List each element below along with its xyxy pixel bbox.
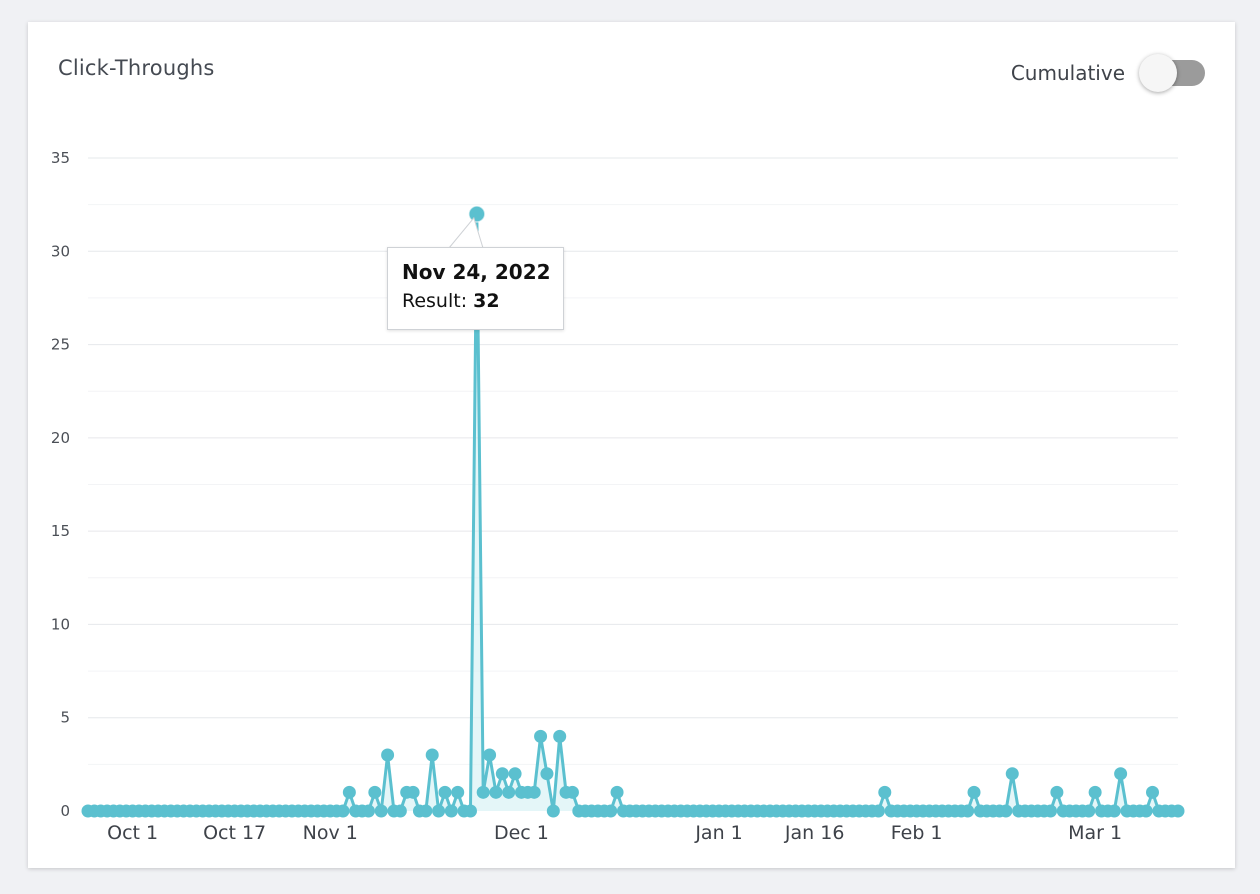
data-point — [361, 804, 375, 818]
y-tick-label: 25 — [51, 336, 70, 354]
line-chart: 0 5 10 15 20 25 30 35 Oct 1 Oct 17 Nov 1 Dec 1 Jan 1… — [51, 149, 1185, 844]
x-tick-label: Jan 16 — [784, 822, 845, 844]
data-point — [483, 748, 497, 762]
data-point — [425, 748, 439, 762]
tooltip-result-label: Result: — [402, 290, 468, 312]
data-point — [534, 729, 548, 743]
toggle-knob[interactable] — [1139, 54, 1177, 92]
data-point — [508, 767, 522, 781]
data-point — [342, 785, 356, 799]
y-tick-label: 10 — [51, 615, 70, 633]
data-point — [489, 785, 503, 799]
chart-title: Click-Throughs — [58, 56, 215, 80]
data-point — [444, 804, 458, 818]
data-point — [604, 804, 618, 818]
data-point — [381, 748, 395, 762]
data-point — [999, 804, 1013, 818]
data-point — [546, 804, 560, 818]
y-tick-label: 20 — [51, 429, 70, 447]
x-tick-label: Jan 1 — [694, 822, 742, 844]
x-tick-label: Mar 1 — [1068, 822, 1122, 844]
y-tick-label: 30 — [51, 242, 70, 260]
data-point — [878, 785, 892, 799]
data-point — [406, 785, 420, 799]
cumulative-toggle[interactable] — [1139, 54, 1205, 92]
x-tick-label: Nov 1 — [303, 822, 358, 844]
x-tick-label: Dec 1 — [494, 822, 549, 844]
tooltip-result-line: Result: 32 — [402, 290, 563, 312]
data-point — [1050, 785, 1064, 799]
cumulative-toggle-group: Cumulative — [1010, 54, 1205, 92]
y-tick-label: 15 — [51, 522, 70, 540]
cumulative-toggle-label: Cumulative — [1010, 61, 1125, 85]
data-point — [871, 804, 885, 818]
data-point — [336, 804, 350, 818]
data-point — [502, 785, 516, 799]
chart-card: Click-Throughs Cumulative 0 5 10 15 20 25 30 35… — [28, 22, 1235, 868]
x-tick-label: Oct 1 — [107, 822, 158, 844]
data-point — [961, 804, 975, 818]
data-point — [967, 785, 981, 799]
data-point — [540, 767, 554, 781]
data-point — [463, 804, 477, 818]
data-point — [1139, 804, 1153, 818]
y-tick-label: 35 — [51, 149, 70, 167]
data-point — [1171, 804, 1185, 818]
data-point — [438, 785, 452, 799]
data-point — [1114, 767, 1128, 781]
data-point — [374, 804, 388, 818]
y-tick-label: 5 — [60, 709, 70, 727]
data-point — [1146, 785, 1159, 799]
data-point — [393, 804, 407, 818]
data-point — [368, 785, 382, 799]
data-point — [1107, 804, 1121, 818]
series-line — [88, 212, 1178, 813]
data-point — [1082, 804, 1096, 818]
x-tick-label: Oct 17 — [203, 822, 266, 844]
data-point — [553, 729, 567, 743]
data-point — [565, 785, 579, 799]
x-tick-label: Feb 1 — [891, 822, 943, 844]
data-tooltip: Nov 24, 2022 Result: 32 — [387, 247, 564, 330]
data-point — [432, 804, 446, 818]
series-area — [88, 213, 1178, 812]
data-point — [1088, 785, 1102, 799]
tooltip-result-value: 32 — [473, 290, 500, 312]
data-point — [495, 767, 509, 781]
highlighted-point — [468, 205, 486, 223]
tooltip-date: Nov 24, 2022 — [402, 260, 551, 284]
y-tick-label: 0 — [60, 802, 70, 820]
data-point — [1005, 767, 1019, 781]
data-point — [527, 785, 541, 799]
data-point — [419, 804, 433, 818]
data-point — [1044, 804, 1058, 818]
data-point — [451, 785, 465, 799]
data-point — [476, 785, 490, 799]
data-point — [610, 785, 624, 799]
